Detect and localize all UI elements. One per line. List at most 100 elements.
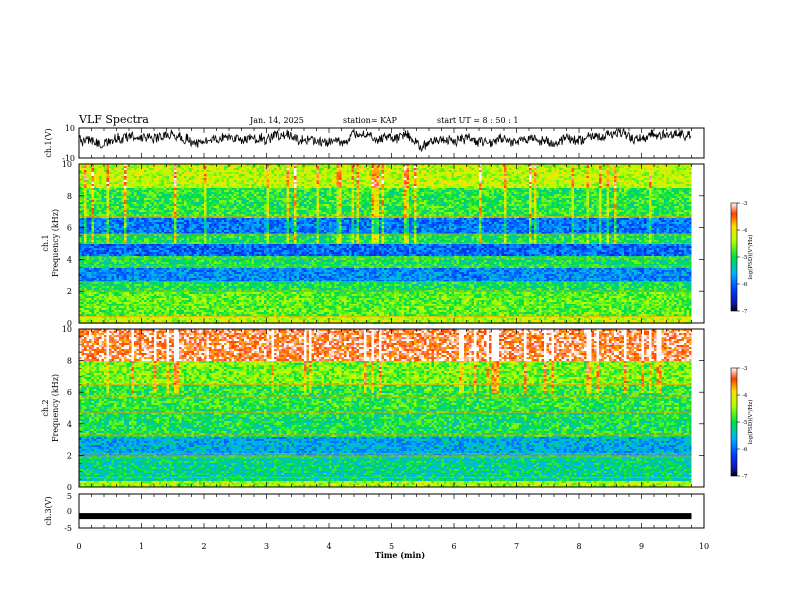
spectrogram-cell (349, 168, 352, 170)
spectrogram-cell (514, 178, 517, 180)
spectrogram-cell (562, 174, 565, 176)
spectrogram-cell (182, 182, 185, 184)
spectrogram-cell (594, 166, 597, 168)
spectrogram-cell (642, 190, 645, 192)
spectrogram-cell (454, 178, 457, 180)
spectrogram-cell (227, 174, 230, 176)
spectrogram-cell (522, 178, 525, 180)
spectrogram-cell (427, 170, 430, 172)
spectrogram-cell (482, 178, 485, 180)
spectrogram-cell (277, 170, 280, 172)
spectrogram-cell (332, 188, 335, 190)
spectrogram-cell (544, 166, 547, 168)
spectrogram-cell (619, 190, 622, 192)
spectrogram-cell (407, 174, 410, 176)
spectrogram-cell (499, 172, 502, 174)
spectrogram-cell (94, 192, 97, 194)
spectrogram-cell (377, 166, 380, 168)
spectrogram-cell (184, 172, 187, 174)
spectrogram-cell (514, 170, 517, 172)
spectrogram-cell (469, 192, 472, 194)
spectrogram-cell (319, 176, 322, 178)
spectrogram-cell (497, 188, 500, 190)
spectrogram-cell (302, 170, 305, 172)
spectrogram-cell (434, 192, 437, 194)
spectrogram-cell (334, 184, 337, 186)
spectrogram-cell (317, 184, 320, 186)
spectrogram-cell (172, 180, 175, 182)
spectrogram-cell (452, 172, 455, 174)
spectrogram-cell (469, 184, 472, 186)
spectrogram-cell (279, 190, 282, 192)
spectrogram-cell (239, 166, 242, 168)
spectrogram-cell (527, 176, 530, 178)
spectrogram-cell (212, 190, 215, 192)
spectrogram-cell (582, 186, 585, 188)
spectrogram-cell (382, 176, 385, 178)
spectrogram-cell (414, 190, 417, 192)
spectrogram-cell (439, 172, 442, 174)
spectrogram-cell (689, 186, 692, 188)
spectrogram-cell (99, 166, 102, 168)
spectrogram-cell (324, 168, 327, 170)
spectrogram-cell (252, 170, 255, 172)
spectrogram-cell (177, 182, 180, 184)
spectrogram-cell (122, 172, 125, 174)
spectrogram-cell (487, 170, 490, 172)
spectrogram-cell (397, 170, 400, 172)
spectrogram-cell (84, 188, 87, 190)
spectrogram-cell (644, 174, 647, 176)
spectrogram-cell (312, 192, 315, 194)
spectrogram-cell (257, 172, 260, 174)
spectrogram-cell (237, 176, 240, 178)
spectrogram-cell (317, 170, 320, 172)
spectrogram-cell (274, 168, 277, 170)
spectrogram-cell (104, 166, 107, 168)
spectrogram-cell (262, 166, 265, 168)
spectrogram-cell (669, 184, 672, 186)
spectrogram-cell (274, 186, 277, 188)
spectrogram-cell (282, 176, 285, 178)
spectrogram-cell (647, 176, 650, 178)
spectrogram-cell (544, 170, 547, 172)
spectrogram-cell (254, 170, 257, 172)
spectrogram-cell (392, 190, 395, 192)
spectrogram-cell (117, 186, 120, 188)
spectrogram-cell (307, 168, 310, 170)
spectrogram-cell (397, 184, 400, 186)
spectrogram-cell (439, 192, 442, 194)
spectrogram-cell (259, 174, 262, 176)
spectrogram-cell (572, 190, 575, 192)
spectrogram-cell (659, 186, 662, 188)
spectrogram-cell (687, 190, 690, 192)
spectrogram-cell (599, 176, 602, 178)
spectrogram-cell (689, 170, 692, 172)
spectrogram-cell (507, 170, 510, 172)
spectrogram-cell (367, 190, 370, 192)
spectrogram-cell (459, 172, 462, 174)
spectrogram-cell (312, 172, 315, 174)
spectrogram-cell (469, 174, 472, 176)
spectrogram-cell (474, 178, 477, 180)
spectrogram-cell (409, 170, 412, 172)
spectrogram-cell (454, 176, 457, 178)
spectrogram-cell (449, 170, 452, 172)
spectrogram-cell (352, 172, 355, 174)
spectrogram-cell (327, 170, 330, 172)
spectrogram-cell (152, 166, 155, 168)
spectrogram-cell (269, 178, 272, 180)
spectrogram-cell (422, 180, 425, 182)
spectrogram-cell (187, 188, 190, 190)
spectrogram-cell (214, 186, 217, 188)
spectrogram-cell (649, 186, 652, 188)
spectrogram-cell (367, 180, 370, 182)
spectrogram-cell (324, 180, 327, 182)
spectrogram-cell (207, 170, 210, 172)
spectrogram-cell (324, 178, 327, 180)
spectrogram-cell (432, 192, 435, 194)
spectrogram-cell (537, 172, 540, 174)
spectrogram-cell (519, 168, 522, 170)
spectrogram-cell (529, 182, 532, 184)
spectrogram-cell (417, 172, 420, 174)
spectrogram-cell (349, 176, 352, 178)
